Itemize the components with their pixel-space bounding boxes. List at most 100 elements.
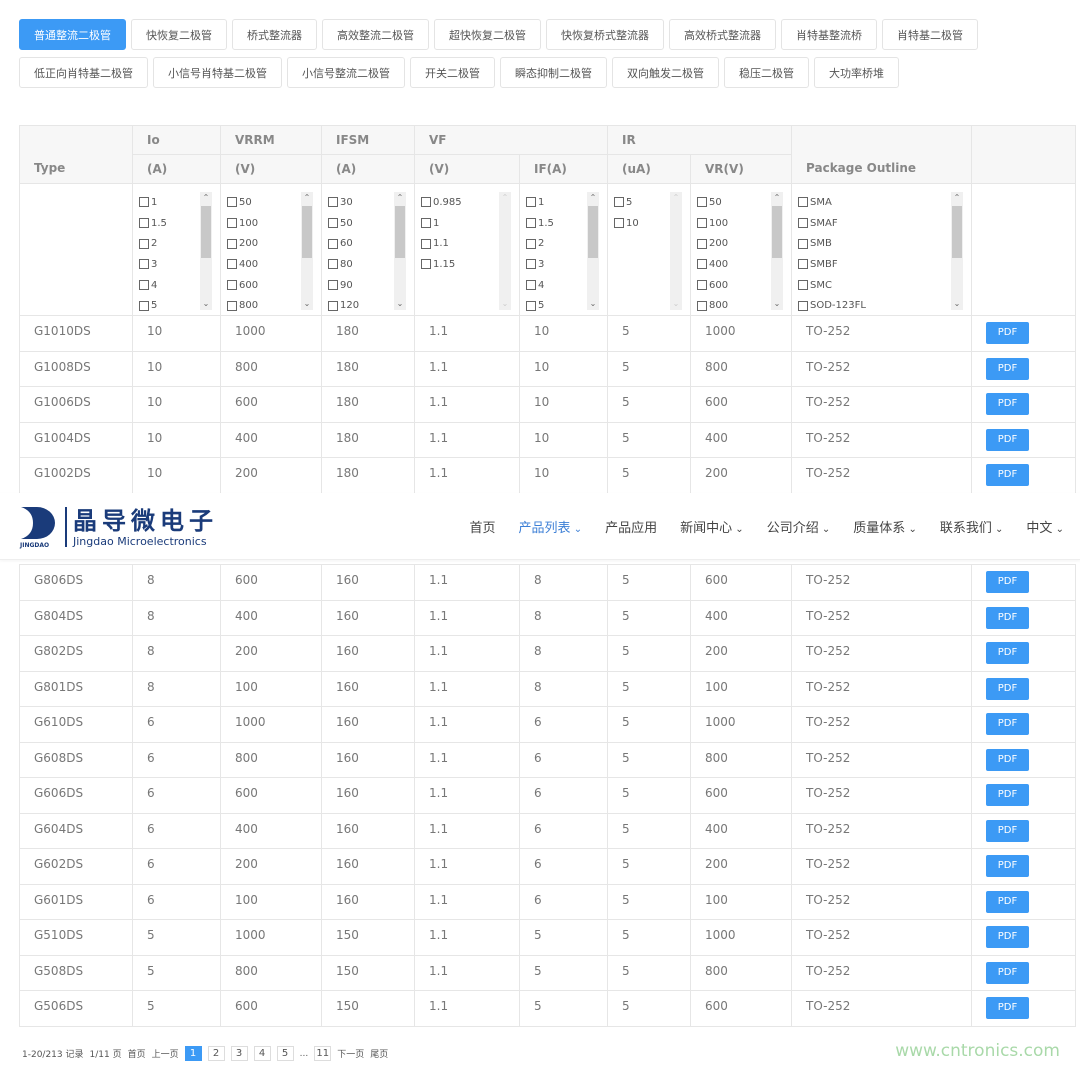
filter-option[interactable]: SOD-123FL — [798, 295, 967, 314]
filter-option[interactable]: 1 — [526, 192, 603, 213]
filter-option[interactable]: 600 — [697, 275, 787, 296]
scrollbar[interactable]: ⌃ ⌄ — [670, 192, 683, 310]
category-tab[interactable]: 低正向肖特基二极管 — [19, 57, 148, 88]
category-tab[interactable]: 超快恢复二极管 — [434, 19, 541, 50]
pdf-button[interactable]: PDF — [986, 855, 1029, 877]
checkbox[interactable] — [227, 280, 237, 291]
pdf-button[interactable]: PDF — [986, 357, 1030, 380]
filter-option[interactable]: 5 — [614, 192, 686, 213]
category-tab[interactable]: 快恢复二极管 — [131, 19, 227, 50]
category-tab[interactable]: 稳压二极管 — [724, 57, 809, 88]
scroll-down-icon[interactable]: ⌄ — [202, 299, 210, 308]
pager-prev[interactable]: 上一页 — [151, 1050, 179, 1060]
pager-next[interactable]: 下一页 — [337, 1050, 365, 1060]
nav-item[interactable]: 产品应用 — [605, 517, 657, 536]
category-tab[interactable]: 普通整流二极管 — [19, 19, 126, 50]
pdf-button[interactable]: PDF — [986, 393, 1030, 415]
checkbox[interactable] — [139, 218, 149, 229]
filter-list[interactable]: 0.985 1 1.1 1.15 ⌃ ⌄ — [421, 192, 515, 312]
filter-option[interactable]: SMB — [798, 233, 967, 254]
checkbox[interactable] — [526, 280, 536, 291]
filter-option[interactable]: 4 — [526, 275, 603, 296]
page-button[interactable]: 11 — [314, 1046, 332, 1061]
page-button[interactable]: 3 — [230, 1046, 248, 1061]
scroll-up-icon[interactable]: ⌃ — [303, 193, 311, 202]
pdf-button[interactable]: PDF — [986, 748, 1029, 771]
filter-option[interactable]: 5 — [139, 295, 216, 314]
checkbox[interactable] — [798, 259, 809, 270]
checkbox[interactable] — [139, 197, 149, 208]
category-tab[interactable]: 小信号整流二极管 — [287, 57, 405, 88]
scroll-down-icon[interactable]: ⌄ — [396, 299, 404, 308]
checkbox[interactable] — [227, 218, 237, 229]
checkbox[interactable] — [526, 218, 536, 229]
scrollbar[interactable]: ⌃ ⌄ — [499, 192, 511, 310]
pdf-button[interactable]: PDF — [986, 819, 1029, 842]
filter-option[interactable]: 400 — [697, 254, 787, 275]
checkbox[interactable] — [328, 197, 338, 208]
filter-list[interactable]: 30 50 60 80 90 120 ⌃ ⌄ — [328, 192, 410, 312]
checkbox[interactable] — [526, 197, 536, 208]
pdf-button[interactable]: PDF — [986, 642, 1029, 664]
checkbox[interactable] — [526, 259, 536, 270]
nav-item[interactable]: 公司介绍 ⌄ — [767, 517, 831, 536]
pdf-button[interactable]: PDF — [986, 606, 1029, 629]
checkbox[interactable] — [139, 259, 149, 270]
filter-option[interactable]: 1.5 — [139, 213, 216, 234]
category-tab[interactable]: 小信号肖特基二极管 — [153, 57, 282, 88]
category-tab[interactable]: 大功率桥堆 — [814, 57, 899, 88]
scrollbar[interactable]: ⌃ ⌄ — [771, 192, 784, 310]
nav-item[interactable]: 中文 ⌄ — [1026, 517, 1064, 536]
page-button[interactable]: 1 — [184, 1046, 202, 1061]
filter-option[interactable]: 1.1 — [421, 233, 515, 254]
category-tab[interactable]: 肖特基二极管 — [882, 19, 978, 50]
checkbox[interactable] — [421, 218, 431, 229]
filter-option[interactable]: 60 — [328, 233, 410, 254]
category-tab[interactable]: 开关二极管 — [410, 57, 495, 88]
checkbox[interactable] — [227, 300, 237, 311]
checkbox[interactable] — [697, 238, 708, 249]
filter-option[interactable]: 800 — [697, 295, 787, 314]
checkbox[interactable] — [526, 238, 536, 249]
nav-item[interactable]: 质量体系 ⌄ — [853, 517, 917, 536]
scrollbar-thumb[interactable] — [302, 206, 312, 258]
scrollbar[interactable]: ⌃ ⌄ — [951, 192, 964, 310]
filter-list[interactable]: 50 100 200 400 600 800 ⌃ ⌄ — [697, 192, 787, 312]
pdf-button[interactable]: PDF — [986, 997, 1029, 1019]
filter-option[interactable]: 1.15 — [421, 254, 515, 275]
filter-option[interactable]: 1.5 — [526, 213, 603, 234]
filter-option[interactable]: 4 — [139, 275, 216, 296]
filter-list[interactable]: SMA SMAF SMB SMBF SMC SOD-123FL ⌃ ⌄ — [798, 192, 967, 312]
checkbox[interactable] — [421, 197, 431, 208]
checkbox[interactable] — [798, 238, 809, 249]
logo[interactable]: JINGDAO 晶导微电子 Jingdao Microelectronics — [19, 505, 218, 550]
filter-option[interactable]: SMBF — [798, 254, 967, 275]
filter-option[interactable]: 600 — [227, 275, 317, 296]
category-tab[interactable]: 桥式整流器 — [232, 19, 317, 50]
filter-option[interactable]: 1 — [139, 192, 216, 213]
scroll-up-icon[interactable]: ⌃ — [953, 193, 961, 202]
checkbox[interactable] — [421, 259, 431, 270]
scrollbar[interactable]: ⌃ ⌄ — [394, 192, 406, 310]
filter-option[interactable]: 2 — [526, 233, 603, 254]
filter-option[interactable]: 0.985 — [421, 192, 515, 213]
filter-option[interactable]: 1 — [421, 213, 515, 234]
checkbox[interactable] — [526, 300, 536, 311]
scroll-down-icon[interactable]: ⌄ — [672, 299, 680, 308]
checkbox[interactable] — [328, 259, 338, 270]
filter-option[interactable]: 200 — [697, 233, 787, 254]
scroll-up-icon[interactable]: ⌃ — [589, 193, 597, 202]
checkbox[interactable] — [697, 218, 708, 229]
nav-item[interactable]: 新闻中心 ⌄ — [680, 517, 744, 536]
pdf-button[interactable]: PDF — [986, 926, 1029, 948]
scrollbar[interactable]: ⌃ ⌄ — [301, 192, 313, 310]
filter-option[interactable]: 400 — [227, 254, 317, 275]
pager-last[interactable]: 尾页 — [370, 1050, 389, 1060]
scroll-down-icon[interactable]: ⌄ — [589, 299, 597, 308]
pdf-button[interactable]: PDF — [986, 784, 1029, 806]
filter-option[interactable]: 90 — [328, 275, 410, 296]
checkbox[interactable] — [421, 238, 431, 249]
category-tab[interactable]: 肖特基整流桥 — [781, 19, 877, 50]
filter-option[interactable]: 10 — [614, 213, 686, 234]
filter-option[interactable]: 100 — [227, 213, 317, 234]
